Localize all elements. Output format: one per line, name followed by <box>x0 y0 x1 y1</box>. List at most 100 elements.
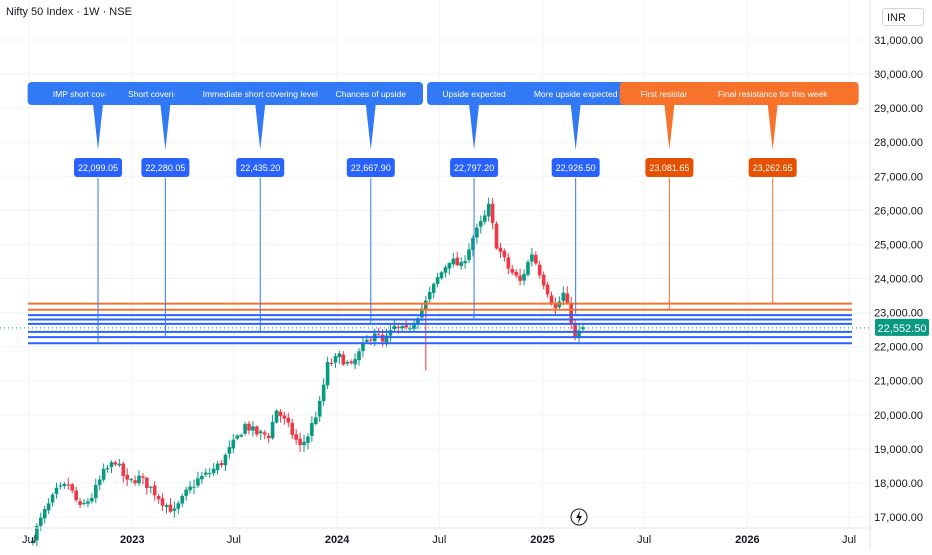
candle-body <box>42 509 47 519</box>
candle-body <box>482 215 487 222</box>
candle-body <box>506 257 511 269</box>
level-value-label: 22,667.90 <box>351 163 391 173</box>
candle-body <box>180 496 185 504</box>
candle-body <box>498 247 503 252</box>
y-tick-label: 20,000.00 <box>874 410 923 422</box>
candle-body <box>310 423 314 436</box>
candle-body <box>137 475 141 484</box>
candle-body <box>475 227 479 238</box>
candle-body <box>365 339 369 342</box>
candle-body <box>105 467 110 470</box>
candle-body <box>90 498 94 502</box>
candle-body <box>200 475 204 480</box>
candle-body <box>270 421 275 439</box>
last-price-tag <box>875 318 929 336</box>
callout-pointer <box>664 104 675 150</box>
candle-body <box>369 339 373 341</box>
candle-body <box>31 540 35 544</box>
candle-body <box>58 485 63 487</box>
callout-text: Chances of upside <box>336 89 407 99</box>
candle-body <box>416 318 420 325</box>
candle-body <box>361 342 365 352</box>
candle-body <box>490 203 495 223</box>
level-value-tag[interactable] <box>141 158 190 177</box>
candle-body <box>203 472 208 475</box>
candle-body <box>243 424 247 434</box>
candle-body <box>486 203 491 217</box>
candle-body <box>549 295 554 304</box>
candle-body <box>164 505 169 507</box>
candle-body <box>113 462 118 465</box>
level-value-tag[interactable] <box>236 158 285 177</box>
candle-body <box>321 384 326 402</box>
candle-body <box>184 489 188 496</box>
candle-body <box>74 490 78 500</box>
candle-body <box>211 468 216 474</box>
candle-body <box>168 504 173 512</box>
level-value-label: 22,797.20 <box>454 163 494 173</box>
x-tick-label: 2023 <box>120 534 144 546</box>
callout-box[interactable] <box>515 82 636 105</box>
candle-body <box>510 268 515 273</box>
candle-body <box>471 237 475 251</box>
level-value-tag[interactable] <box>346 158 395 177</box>
candle-body <box>439 272 444 279</box>
y-tick-label: 30,000.00 <box>874 69 923 81</box>
candle-body <box>282 415 287 419</box>
level-value-tag[interactable] <box>551 158 600 177</box>
candle-body <box>333 356 338 363</box>
callout-box[interactable] <box>174 82 347 105</box>
candle-body <box>314 417 318 424</box>
level-value-tag[interactable] <box>74 158 123 177</box>
level-value-tag[interactable] <box>748 158 797 177</box>
y-tick-label: 21,000.00 <box>874 376 923 388</box>
candle-body <box>50 494 55 503</box>
candle-body <box>522 273 526 281</box>
candle-body <box>388 330 393 336</box>
level-value-label: 22,926.50 <box>556 163 596 173</box>
callout-text: Short covering level <box>128 89 203 99</box>
candle-body <box>35 526 39 541</box>
level-value-tag[interactable] <box>645 158 694 177</box>
candle-body <box>152 485 157 496</box>
currency-selector[interactable]: INR <box>882 8 924 26</box>
candle-body <box>66 484 71 486</box>
candle-body <box>553 303 558 309</box>
callout-box[interactable] <box>427 82 522 105</box>
price-tags: 22,552.50 <box>0 318 929 336</box>
candle-body <box>133 480 137 484</box>
candle-body <box>259 431 263 434</box>
level-value-label: 22,099.05 <box>78 163 118 173</box>
candle-body <box>86 501 90 504</box>
candle-body <box>148 486 153 488</box>
candle-body <box>298 438 302 446</box>
candle-body <box>231 439 236 449</box>
candle-body <box>404 325 408 328</box>
candle-body <box>573 322 577 337</box>
level-value-tag[interactable] <box>450 158 499 177</box>
level-value-label: 23,081.65 <box>649 163 689 173</box>
candle-body <box>435 277 440 284</box>
candle-body <box>561 292 566 301</box>
candle-body <box>455 257 460 266</box>
candle-body <box>357 351 361 361</box>
candle-body <box>262 432 267 435</box>
candle-body <box>247 423 251 431</box>
callout-box[interactable] <box>686 82 859 105</box>
candle-body <box>255 426 259 435</box>
candle-body <box>46 503 51 511</box>
candle-body <box>223 454 228 466</box>
candle-body <box>412 323 416 329</box>
callout-pointer <box>365 104 376 150</box>
x-tick-label: Jul <box>227 534 241 546</box>
candle-body <box>349 361 353 364</box>
candle-body <box>290 422 295 435</box>
candle-body <box>121 463 126 476</box>
candle-body <box>317 400 322 417</box>
level-value-label: 23,262.65 <box>753 163 793 173</box>
callout-box[interactable] <box>318 82 424 105</box>
y-tick-label: 27,000.00 <box>874 171 923 183</box>
callout-pointer <box>570 104 581 150</box>
